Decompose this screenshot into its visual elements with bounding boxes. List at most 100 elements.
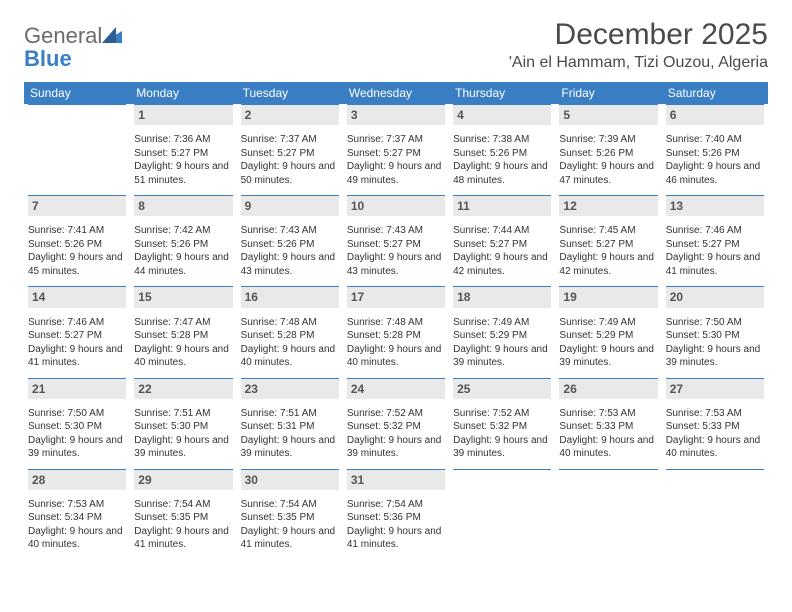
daylight-line: Daylight: 9 hours and 46 minutes. — [666, 160, 764, 187]
day-cell: Sunrise: 7:45 AMSunset: 5:27 PMDaylight:… — [555, 224, 661, 286]
day-cell: Sunrise: 7:49 AMSunset: 5:29 PMDaylight:… — [449, 316, 555, 378]
sunrise-line: Sunrise: 7:54 AM — [134, 498, 232, 512]
day-number: 29 — [134, 469, 232, 490]
sunrise-line: Sunrise: 7:39 AM — [559, 133, 657, 147]
sunset-line: Sunset: 5:32 PM — [347, 420, 445, 434]
day-number: 27 — [666, 378, 764, 399]
brand-text: General Blue — [24, 24, 122, 70]
daylight-line: Daylight: 9 hours and 39 minutes. — [241, 434, 339, 461]
day-number: 12 — [559, 195, 657, 216]
sunrise-line: Sunrise: 7:46 AM — [666, 224, 764, 238]
sunset-line: Sunset: 5:33 PM — [559, 420, 657, 434]
day-number: 5 — [559, 104, 657, 125]
day-cell: Sunrise: 7:54 AMSunset: 5:35 PMDaylight:… — [130, 498, 236, 560]
sunset-line: Sunset: 5:26 PM — [453, 147, 551, 161]
day-number — [453, 469, 551, 490]
sunrise-line: Sunrise: 7:54 AM — [347, 498, 445, 512]
sunset-line: Sunset: 5:35 PM — [134, 511, 232, 525]
week-daynum-row: 28293031 — [24, 469, 768, 498]
day-cell: Sunrise: 7:46 AMSunset: 5:27 PMDaylight:… — [24, 316, 130, 378]
sunset-line: Sunset: 5:26 PM — [666, 147, 764, 161]
sunset-line: Sunset: 5:26 PM — [241, 238, 339, 252]
day-cell: Sunrise: 7:53 AMSunset: 5:33 PMDaylight:… — [662, 407, 768, 469]
sunrise-line: Sunrise: 7:53 AM — [28, 498, 126, 512]
page-title: December 2025 — [509, 18, 768, 52]
day-cell: Sunrise: 7:50 AMSunset: 5:30 PMDaylight:… — [662, 316, 768, 378]
day-cell: Sunrise: 7:52 AMSunset: 5:32 PMDaylight:… — [343, 407, 449, 469]
sunset-line: Sunset: 5:26 PM — [28, 238, 126, 252]
daylight-line: Daylight: 9 hours and 40 minutes. — [28, 525, 126, 552]
day-number: 2 — [241, 104, 339, 125]
week-daynum-row: 21222324252627 — [24, 378, 768, 407]
day-number — [666, 469, 764, 490]
day-number: 17 — [347, 286, 445, 307]
daylight-line: Daylight: 9 hours and 40 minutes. — [134, 343, 232, 370]
location-label: 'Ain el Hammam, Tizi Ouzou, Algeria — [509, 54, 768, 72]
day-cell: Sunrise: 7:51 AMSunset: 5:30 PMDaylight:… — [130, 407, 236, 469]
day-number: 6 — [666, 104, 764, 125]
day-cell: Sunrise: 7:43 AMSunset: 5:26 PMDaylight:… — [237, 224, 343, 286]
day-cell: Sunrise: 7:54 AMSunset: 5:36 PMDaylight:… — [343, 498, 449, 560]
sunrise-line: Sunrise: 7:48 AM — [347, 316, 445, 330]
day-number — [559, 469, 657, 490]
day-number: 15 — [134, 286, 232, 307]
daylight-line: Daylight: 9 hours and 41 minutes. — [347, 525, 445, 552]
week-content-row: Sunrise: 7:53 AMSunset: 5:34 PMDaylight:… — [24, 498, 768, 560]
week-content-row: Sunrise: 7:50 AMSunset: 5:30 PMDaylight:… — [24, 407, 768, 469]
sunset-line: Sunset: 5:27 PM — [559, 238, 657, 252]
weekday-header: Saturday — [662, 82, 768, 104]
daylight-line: Daylight: 9 hours and 39 minutes. — [453, 343, 551, 370]
day-number: 26 — [559, 378, 657, 399]
week-daynum-row: 14151617181920 — [24, 286, 768, 315]
day-number: 9 — [241, 195, 339, 216]
day-number: 19 — [559, 286, 657, 307]
day-cell: Sunrise: 7:37 AMSunset: 5:27 PMDaylight:… — [343, 133, 449, 195]
week-content-row: Sunrise: 7:41 AMSunset: 5:26 PMDaylight:… — [24, 224, 768, 286]
day-cell: Sunrise: 7:54 AMSunset: 5:35 PMDaylight:… — [237, 498, 343, 560]
day-number: 30 — [241, 469, 339, 490]
day-number: 11 — [453, 195, 551, 216]
daylight-line: Daylight: 9 hours and 42 minutes. — [559, 251, 657, 278]
weekday-header: Wednesday — [343, 82, 449, 104]
sunset-line: Sunset: 5:30 PM — [666, 329, 764, 343]
sunrise-line: Sunrise: 7:36 AM — [134, 133, 232, 147]
brand-name-1: General — [24, 23, 102, 48]
day-cell: Sunrise: 7:52 AMSunset: 5:32 PMDaylight:… — [449, 407, 555, 469]
day-number: 4 — [453, 104, 551, 125]
daylight-line: Daylight: 9 hours and 45 minutes. — [28, 251, 126, 278]
sunset-line: Sunset: 5:32 PM — [453, 420, 551, 434]
day-number: 28 — [28, 469, 126, 490]
sunrise-line: Sunrise: 7:54 AM — [241, 498, 339, 512]
weekday-header: Friday — [555, 82, 661, 104]
daylight-line: Daylight: 9 hours and 40 minutes. — [559, 434, 657, 461]
sunrise-line: Sunrise: 7:52 AM — [347, 407, 445, 421]
daylight-line: Daylight: 9 hours and 51 minutes. — [134, 160, 232, 187]
sunrise-line: Sunrise: 7:43 AM — [347, 224, 445, 238]
daylight-line: Daylight: 9 hours and 41 minutes. — [28, 343, 126, 370]
sunrise-line: Sunrise: 7:49 AM — [453, 316, 551, 330]
daylight-line: Daylight: 9 hours and 39 minutes. — [28, 434, 126, 461]
sunset-line: Sunset: 5:29 PM — [453, 329, 551, 343]
day-cell: Sunrise: 7:42 AMSunset: 5:26 PMDaylight:… — [130, 224, 236, 286]
daylight-line: Daylight: 9 hours and 40 minutes. — [347, 343, 445, 370]
day-number: 14 — [28, 286, 126, 307]
day-cell — [662, 498, 768, 560]
day-cell — [555, 498, 661, 560]
day-cell: Sunrise: 7:38 AMSunset: 5:26 PMDaylight:… — [449, 133, 555, 195]
day-cell: Sunrise: 7:41 AMSunset: 5:26 PMDaylight:… — [24, 224, 130, 286]
day-number: 18 — [453, 286, 551, 307]
brand-name-2: Blue — [24, 46, 72, 71]
daylight-line: Daylight: 9 hours and 40 minutes. — [241, 343, 339, 370]
sunset-line: Sunset: 5:27 PM — [28, 329, 126, 343]
day-number: 3 — [347, 104, 445, 125]
sunrise-line: Sunrise: 7:45 AM — [559, 224, 657, 238]
day-number: 25 — [453, 378, 551, 399]
sunrise-line: Sunrise: 7:48 AM — [241, 316, 339, 330]
brand-logo: General Blue — [24, 18, 122, 70]
day-cell: Sunrise: 7:44 AMSunset: 5:27 PMDaylight:… — [449, 224, 555, 286]
daylight-line: Daylight: 9 hours and 44 minutes. — [134, 251, 232, 278]
day-number: 23 — [241, 378, 339, 399]
sunset-line: Sunset: 5:30 PM — [134, 420, 232, 434]
week-content-row: Sunrise: 7:36 AMSunset: 5:27 PMDaylight:… — [24, 133, 768, 195]
calendar-table: SundayMondayTuesdayWednesdayThursdayFrid… — [24, 82, 768, 560]
